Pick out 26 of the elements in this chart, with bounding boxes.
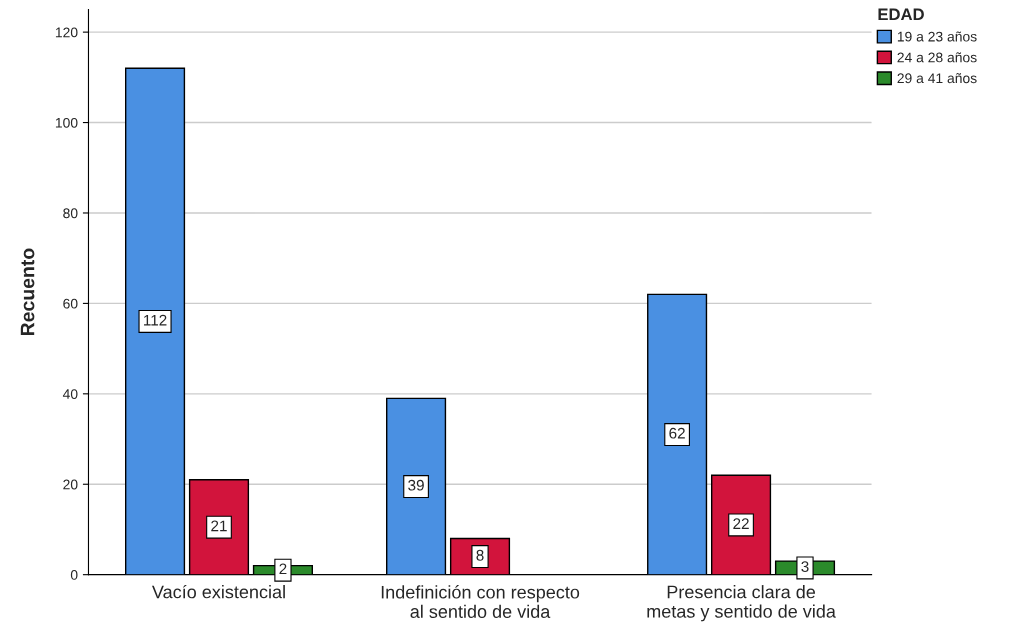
x-tick-label: Indefinición con respecto al sentido de vida bbox=[381, 585, 580, 619]
data-label: 2 bbox=[279, 563, 287, 575]
y-tick-label: 20 bbox=[63, 479, 78, 490]
y-tick-label: 120 bbox=[55, 27, 78, 38]
y-tick-label: 80 bbox=[63, 208, 78, 219]
data-label: 21 bbox=[211, 520, 227, 532]
x-tick-label: Presencia clara de metas y sentido de vida bbox=[647, 585, 836, 622]
x-tick-label: Vacío existencial bbox=[152, 584, 285, 599]
legend-label: 24 a 28 años bbox=[897, 52, 977, 63]
bar bbox=[124, 67, 186, 575]
data-label: 3 bbox=[801, 561, 809, 572]
legend-title: EDAD bbox=[878, 8, 924, 21]
y-tick-label: 60 bbox=[63, 298, 78, 309]
legend-label: 29 a 41 años bbox=[897, 73, 977, 84]
y-tick-label: 40 bbox=[62, 389, 78, 399]
data-label: 62 bbox=[669, 427, 685, 439]
data-label: 39 bbox=[408, 479, 424, 491]
bar bbox=[386, 397, 447, 575]
data-label: 8 bbox=[476, 549, 484, 561]
y-axis-title: Recuento bbox=[20, 248, 35, 336]
y-tick-label: 100 bbox=[55, 117, 78, 128]
legend-label: 19 a 23 años bbox=[897, 31, 977, 42]
data-label: 112 bbox=[144, 314, 167, 326]
bar bbox=[647, 293, 708, 575]
y-tick-label: 0 bbox=[70, 570, 78, 580]
data-label: 22 bbox=[733, 518, 749, 529]
